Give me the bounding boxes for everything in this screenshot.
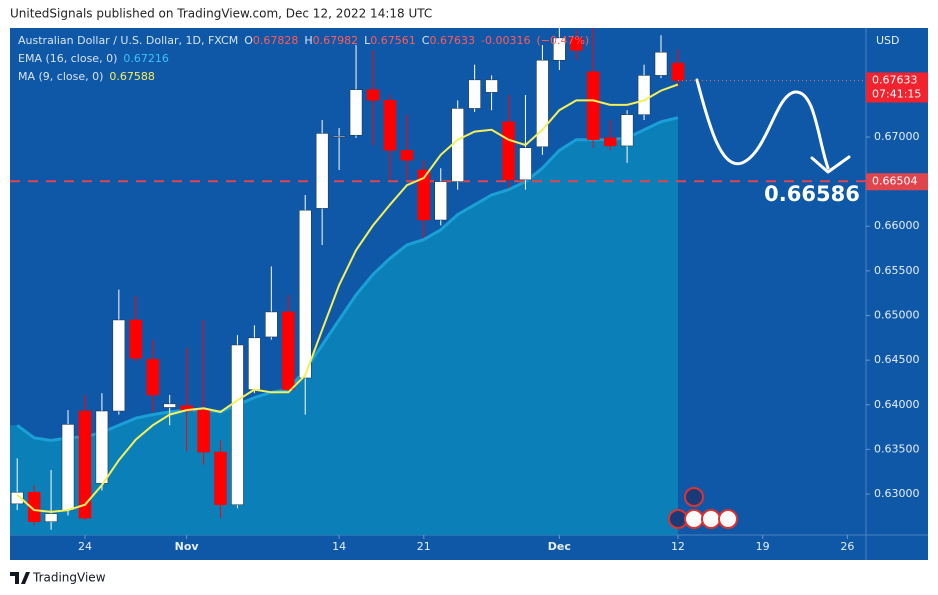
y-tick-label: 0.64500: [874, 353, 920, 366]
candle-body: [519, 147, 532, 181]
candle-body: [231, 344, 244, 505]
candle-body: [248, 337, 261, 390]
y-tick-label: 0.63000: [874, 487, 920, 500]
candle-body: [61, 424, 75, 511]
axis-currency: USD: [876, 34, 900, 47]
candle-body: [400, 150, 414, 161]
plot-area: 0.63000 0.63500 0.64000 0.64500 0.65000 0.655…: [10, 28, 920, 553]
candle-body: [417, 169, 431, 221]
candle-body: [332, 135, 346, 138]
candle-body: [78, 410, 92, 519]
candle-body: [27, 491, 41, 522]
candle-body: [315, 133, 329, 209]
candle-body: [553, 37, 566, 61]
event-flag: [701, 509, 721, 529]
last-price-label: 0.67633: [872, 73, 918, 86]
candle-body: [671, 62, 685, 81]
candle-body: [366, 89, 380, 101]
legend-item: MA (9, close, 0): [18, 70, 103, 83]
ema-area: [10, 117, 678, 535]
candle-body: [197, 409, 210, 453]
legend-row: MA (9, close, 0) 0.67588: [18, 70, 155, 83]
candle-body: [282, 311, 295, 390]
legend-item: 0.67588: [109, 70, 155, 83]
ma-line: [16, 83, 679, 513]
candle-body: [298, 209, 312, 379]
y-tick-label: 0.63500: [874, 442, 920, 455]
legend-item: (−0.47%): [536, 34, 589, 47]
candle-body: [349, 89, 363, 136]
legend-item: 0.67982: [313, 34, 359, 47]
y-tick-label: 0.65500: [874, 264, 920, 277]
x-tick-label: 14: [332, 540, 346, 553]
legend-item: 0.67561: [370, 34, 416, 47]
candle-body: [214, 451, 227, 505]
legend-item: 0.67633: [429, 34, 475, 47]
event-flags: [668, 487, 738, 529]
candle-body: [383, 100, 397, 151]
legend-item: L: [364, 34, 371, 47]
legend-item: O: [244, 34, 253, 47]
x-tick-label: 21: [417, 540, 431, 553]
legend-item: -0.00316: [481, 34, 530, 47]
legend-item: 0.67216: [123, 52, 169, 65]
x-tick-label: 12: [671, 540, 685, 553]
x-tick-label: Dec: [548, 540, 571, 553]
candle-body: [620, 114, 634, 147]
candle-body: [129, 319, 143, 359]
candle-body: [485, 79, 498, 93]
target-annotation: 0.66586: [764, 182, 860, 206]
x-tick-label: 19: [756, 540, 770, 553]
footer-logo: [10, 572, 30, 584]
y-tick-label: 0.67000: [874, 130, 920, 143]
candle-body: [468, 79, 481, 109]
candle-body: [570, 37, 583, 51]
legend-item: EMA (16, close, 0): [18, 52, 117, 65]
level-label: 0.66504: [872, 174, 918, 187]
x-tick-label: 24: [78, 540, 92, 553]
candle-body: [654, 51, 668, 76]
candle-body: [603, 137, 617, 147]
y-tick-label: 0.65000: [874, 309, 920, 322]
publisher-header: UnitedSignals published on TradingView.c…: [10, 7, 432, 21]
legend-item: H: [304, 34, 312, 47]
candle-body: [163, 403, 176, 408]
forecast-arrow: [695, 78, 830, 170]
event-flag: [718, 509, 738, 529]
candle-body: [112, 319, 126, 412]
legend-item: Australian Dollar / U.S. Dollar, 1D, FXC…: [18, 34, 238, 47]
candle-body: [502, 121, 515, 181]
candle-body: [95, 410, 109, 484]
forecast-arrowhead: [810, 155, 851, 174]
candle-body: [451, 108, 464, 182]
x-tick-label: 26: [840, 540, 854, 553]
candle-body: [434, 181, 448, 221]
legend-item: C: [422, 34, 430, 47]
event-flag: [684, 487, 704, 507]
candle-body: [586, 71, 600, 140]
level-box: [866, 173, 928, 191]
countdown-label: 07:41:15: [872, 87, 921, 100]
candle-body: [10, 491, 24, 505]
legend-row: EMA (16, close, 0) 0.67216: [18, 52, 169, 65]
candle-body: [44, 513, 58, 522]
x-tick-label: Nov: [175, 540, 200, 553]
last-price-box: [866, 72, 928, 103]
footer-brand: TradingView: [32, 571, 106, 585]
y-tick-label: 0.64000: [874, 398, 920, 411]
event-flag: [684, 509, 704, 529]
logo-mark: [10, 572, 30, 584]
legend-item: 0.67828: [253, 34, 299, 47]
candle-body: [265, 311, 278, 338]
y-tick-label: 0.66000: [874, 219, 920, 232]
candle-body: [146, 358, 159, 396]
ema-line: [16, 116, 679, 443]
legend-row: Australian Dollar / U.S. Dollar, 1D, FXC…: [18, 34, 589, 47]
candle-body: [637, 75, 651, 115]
